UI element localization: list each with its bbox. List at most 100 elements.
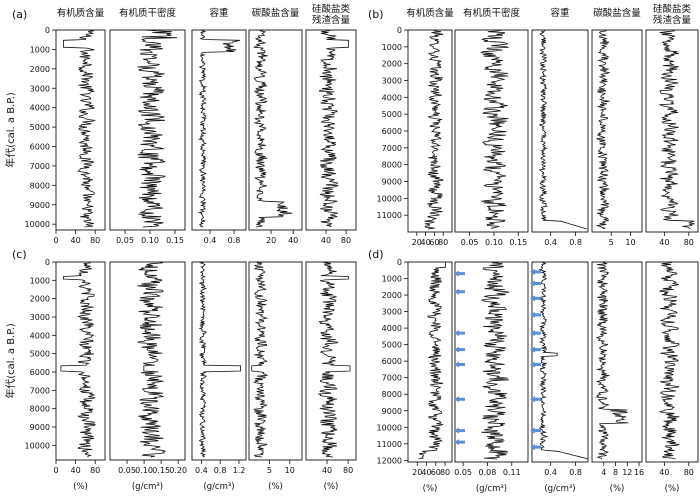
series-line	[596, 29, 611, 230]
marker-arrow	[530, 280, 541, 287]
column-title: 残渣含量	[312, 14, 351, 26]
series-line	[137, 261, 166, 458]
x-tick-label: 8	[613, 468, 618, 477]
x-tick-label: 12	[622, 468, 632, 477]
column-title: 有机质干密度	[463, 7, 521, 19]
x-tick-label: 0.15	[152, 466, 170, 475]
column-frame	[591, 29, 643, 233]
marker-arrow	[454, 330, 465, 337]
y-tick-label: 6000	[30, 143, 50, 152]
y-tick-label: 2000	[30, 65, 50, 74]
column-title: 有机质干密度	[119, 7, 177, 19]
x-tick-label: 5	[267, 466, 272, 475]
x-tick-label: 0.8	[569, 468, 582, 477]
x-tick-label: 60	[429, 238, 439, 247]
column-frame	[591, 261, 643, 463]
y-tick-label: 1000	[382, 43, 402, 52]
y-tick-label: 1000	[30, 45, 50, 54]
marker-arrow	[454, 346, 465, 353]
x-tick-label: 5	[609, 238, 614, 247]
x-tick-label: 20	[412, 238, 422, 247]
panel-label: (a)	[12, 8, 27, 21]
series-line	[480, 29, 509, 230]
y-tick-label: 0	[45, 258, 50, 267]
x-tick-label: 0.4	[204, 236, 217, 245]
x-tick-label: 0.05	[116, 236, 134, 245]
y-tick-label: 11000	[377, 211, 402, 220]
x-tick-label: 40	[71, 466, 81, 475]
y-tick-label: 0	[397, 258, 402, 267]
series-line	[538, 29, 588, 230]
column-frame	[531, 29, 589, 233]
y-tick-label: 11000	[377, 440, 402, 449]
series-line	[658, 29, 695, 230]
marker-arrow	[530, 295, 541, 302]
y-tick-label: 5000	[382, 110, 402, 119]
y-tick-label: 0	[45, 26, 50, 35]
x-tick-label: 0.8	[214, 466, 227, 475]
y-tick-label: 0	[397, 26, 402, 35]
column-title: 残渣含量	[653, 14, 692, 26]
marker-arrow	[530, 346, 541, 353]
column-frame	[454, 29, 529, 233]
x-tick-label: 40	[421, 468, 431, 477]
marker-arrow	[454, 427, 465, 434]
y-tick-label: 4000	[382, 324, 402, 333]
unit-label: (g/cm³)	[203, 482, 234, 492]
x-tick-label: 80	[343, 466, 353, 475]
y-tick-label: 12000	[377, 456, 402, 465]
x-tick-label: 20	[266, 236, 276, 245]
marker-arrow	[530, 396, 541, 403]
x-tick-label: 0	[53, 236, 58, 245]
x-tick-label: 0.4	[195, 466, 208, 475]
x-tick-label: 0.10	[141, 236, 159, 245]
y-tick-label: 9000	[30, 423, 50, 432]
marker-arrow	[530, 427, 541, 434]
marker-arrow	[530, 361, 541, 368]
y-tick-label: 7000	[30, 386, 50, 395]
x-tick-label: 0.8	[569, 238, 582, 247]
series-line	[424, 29, 444, 230]
x-tick-label: 0.4	[544, 468, 557, 477]
column-frame	[191, 261, 247, 461]
x-tick-label: 0.15	[509, 238, 527, 247]
unit-label: (%)	[268, 482, 283, 492]
y-tick-label: 7000	[30, 162, 50, 171]
y-tick-label: 7000	[382, 374, 402, 383]
series-line	[317, 261, 351, 458]
column-frame	[407, 29, 453, 233]
x-tick-label: 40	[659, 468, 669, 477]
y-tick-label: 2000	[382, 60, 402, 69]
unit-label: (%)	[423, 484, 438, 494]
y-tick-label: 3000	[382, 77, 402, 86]
unit-label: (%)	[610, 484, 625, 494]
x-tick-label: 20	[412, 468, 422, 477]
x-tick-label: 40	[71, 236, 81, 245]
y-tick-label: 5000	[30, 123, 50, 132]
y-tick-label: 10000	[25, 441, 50, 450]
column-title: 容重	[209, 7, 229, 19]
x-tick-label: 80	[684, 238, 694, 247]
column-frame	[191, 29, 247, 231]
x-tick-label: 0.10	[485, 238, 503, 247]
marker-arrow	[530, 330, 541, 337]
series-line	[658, 261, 680, 460]
series-line	[197, 29, 241, 228]
column-frame	[645, 29, 699, 233]
column-title: 有机质含量	[57, 7, 105, 19]
x-tick-label: 40	[659, 238, 669, 247]
marker-arrow	[530, 268, 541, 275]
series-line	[198, 261, 241, 458]
panel-label: (d)	[368, 248, 384, 261]
marker-arrow	[454, 361, 465, 368]
unit-label: (%)	[665, 484, 680, 494]
x-tick-label: 0.05	[118, 466, 136, 475]
y-tick-label: 10000	[377, 423, 402, 432]
x-tick-label: 0.08	[479, 468, 497, 477]
x-tick-label: 0.15	[166, 236, 184, 245]
y-tick-label: 3000	[30, 313, 50, 322]
unit-label: (%)	[324, 482, 339, 492]
unit-label: (g/cm³)	[476, 484, 507, 494]
series-line	[60, 261, 97, 458]
